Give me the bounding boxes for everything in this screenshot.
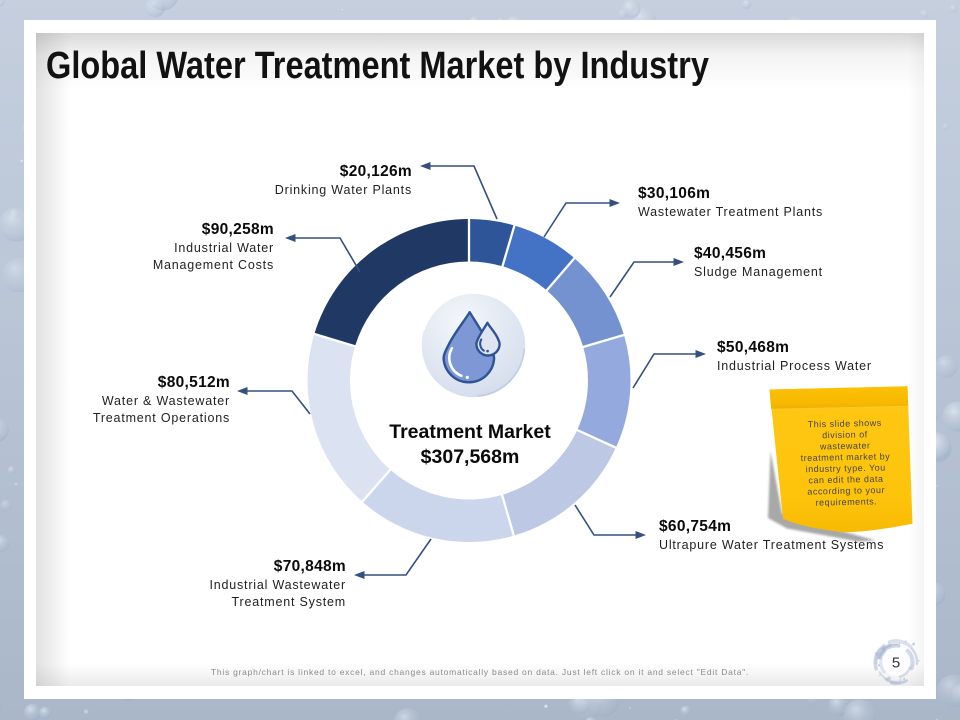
svg-text:requirements.: requirements. xyxy=(816,496,878,507)
svg-text:according to your: according to your xyxy=(807,485,885,497)
svg-text:5: 5 xyxy=(892,655,900,672)
svg-text:division of: division of xyxy=(822,429,868,440)
svg-text:industry type. You: industry type. You xyxy=(806,463,886,475)
svg-text:treatment market by: treatment market by xyxy=(801,451,891,463)
svg-text:can edit the data: can edit the data xyxy=(808,474,883,486)
svg-text:wastewater: wastewater xyxy=(819,440,871,451)
svg-text:This slide shows: This slide shows xyxy=(808,418,882,430)
